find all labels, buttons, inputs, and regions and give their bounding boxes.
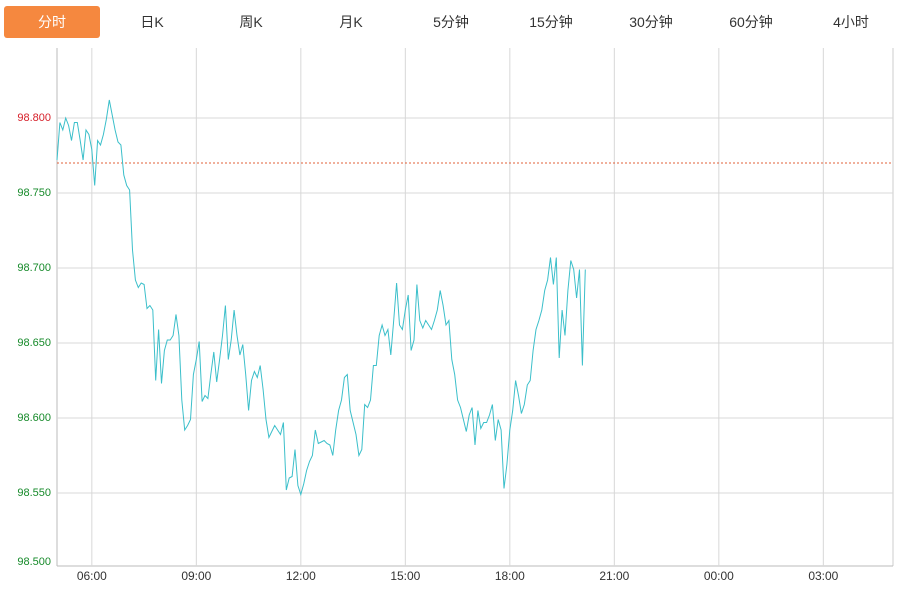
x-tick-label: 06:00: [77, 569, 107, 583]
x-tick-label: 03:00: [808, 569, 838, 583]
tab[interactable]: 周K: [239, 14, 263, 30]
tab-bar: 分时 日K 周K 月K 5分钟 15分钟 30分钟 60分钟 4小时: [0, 0, 905, 44]
y-tick-label: 98.650: [17, 337, 51, 349]
tab[interactable]: 15分钟: [529, 14, 573, 30]
x-tick-label: 09:00: [181, 569, 211, 583]
tab[interactable]: 日K: [140, 14, 164, 30]
price-line: [56, 99, 586, 497]
x-tick-label: 00:00: [704, 569, 734, 583]
y-tick-label: 98.600: [17, 412, 51, 424]
tab[interactable]: 月K: [339, 14, 363, 30]
tab[interactable]: 60分钟: [729, 14, 773, 30]
x-tick-label: 12:00: [286, 569, 316, 583]
y-tick-label: 98.700: [17, 262, 51, 274]
x-tick-label: 18:00: [495, 569, 525, 583]
y-tick-label: 98.500: [17, 556, 51, 568]
tab[interactable]: 30分钟: [629, 14, 673, 30]
x-tick-label: 21:00: [599, 569, 629, 583]
tab[interactable]: 分时: [4, 6, 100, 38]
y-tick-label: 98.750: [17, 187, 51, 199]
tab[interactable]: 4小时: [833, 14, 869, 30]
y-tick-label: 98.800: [17, 112, 51, 124]
tab[interactable]: 5分钟: [433, 14, 469, 30]
x-tick-label: 15:00: [390, 569, 420, 583]
y-tick-label: 98.550: [17, 487, 51, 499]
